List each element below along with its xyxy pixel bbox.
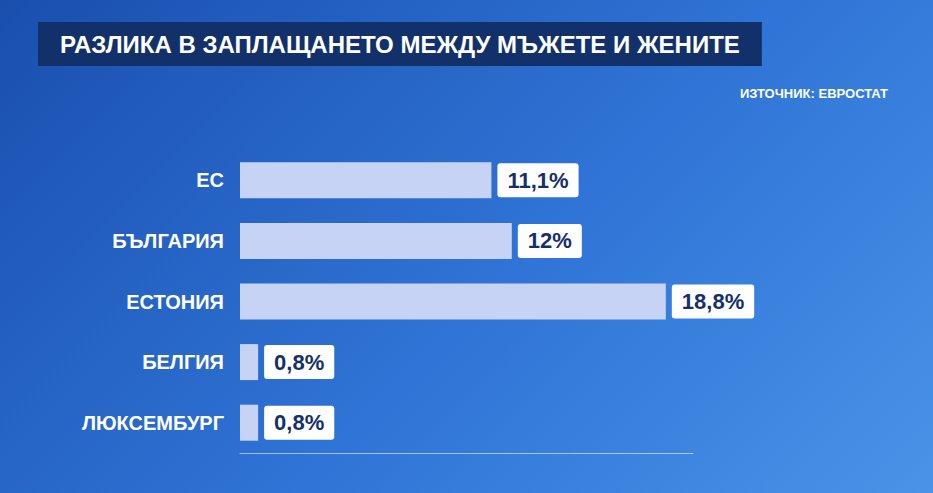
svg-text:ИЗТОЧНИК: ЕВРОСТАТ: ИЗТОЧНИК: ЕВРОСТАТ [740,86,888,101]
svg-text:0,8%: 0,8% [274,350,324,375]
svg-text:БЪЛГАРИЯ: БЪЛГАРИЯ [112,230,224,252]
svg-text:ЛЮКСЕМБУРГ: ЛЮКСЕМБУРГ [82,412,224,434]
svg-text:12%: 12% [528,228,572,253]
svg-text:РАЗЛИКА В ЗАПЛАЩАНЕТО МЕЖДУ МЪ: РАЗЛИКА В ЗАПЛАЩАНЕТО МЕЖДУ МЪЖЕТЕ И ЖЕН… [60,31,740,58]
svg-text:БЕЛГИЯ: БЕЛГИЯ [142,351,224,373]
svg-text:18,8%: 18,8% [682,289,744,314]
svg-text:11,1%: 11,1% [507,168,568,193]
svg-text:ЕС: ЕС [196,169,224,191]
svg-text:0,8%: 0,8% [274,410,324,435]
svg-text:ЕСТОНИЯ: ЕСТОНИЯ [126,291,224,313]
